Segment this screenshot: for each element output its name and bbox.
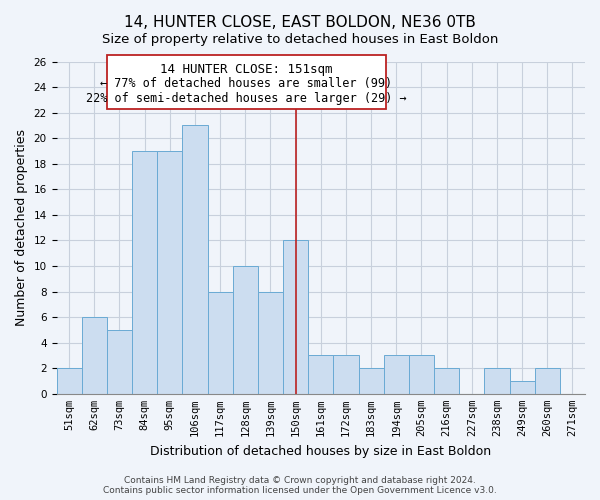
Text: 22% of semi-detached houses are larger (29) →: 22% of semi-detached houses are larger (… xyxy=(86,92,407,105)
Text: Contains public sector information licensed under the Open Government Licence v3: Contains public sector information licen… xyxy=(103,486,497,495)
Bar xyxy=(535,368,560,394)
Bar xyxy=(509,381,535,394)
Bar xyxy=(208,292,233,394)
Text: 14, HUNTER CLOSE, EAST BOLDON, NE36 0TB: 14, HUNTER CLOSE, EAST BOLDON, NE36 0TB xyxy=(124,15,476,30)
Bar xyxy=(56,368,82,394)
Bar xyxy=(107,55,386,109)
Bar xyxy=(359,368,383,394)
Text: Contains HM Land Registry data © Crown copyright and database right 2024.: Contains HM Land Registry data © Crown c… xyxy=(124,476,476,485)
Text: ← 77% of detached houses are smaller (99): ← 77% of detached houses are smaller (99… xyxy=(100,76,392,90)
Bar xyxy=(233,266,258,394)
X-axis label: Distribution of detached houses by size in East Boldon: Distribution of detached houses by size … xyxy=(150,444,491,458)
Text: 14 HUNTER CLOSE: 151sqm: 14 HUNTER CLOSE: 151sqm xyxy=(160,62,333,76)
Bar xyxy=(132,151,157,394)
Y-axis label: Number of detached properties: Number of detached properties xyxy=(15,129,28,326)
Bar xyxy=(82,317,107,394)
Bar xyxy=(283,240,308,394)
Bar xyxy=(484,368,509,394)
Bar xyxy=(107,330,132,394)
Bar xyxy=(434,368,459,394)
Text: Size of property relative to detached houses in East Boldon: Size of property relative to detached ho… xyxy=(102,32,498,46)
Bar xyxy=(383,356,409,394)
Bar xyxy=(258,292,283,394)
Bar xyxy=(182,126,208,394)
Bar xyxy=(334,356,359,394)
Bar xyxy=(157,151,182,394)
Bar xyxy=(308,356,334,394)
Bar xyxy=(409,356,434,394)
